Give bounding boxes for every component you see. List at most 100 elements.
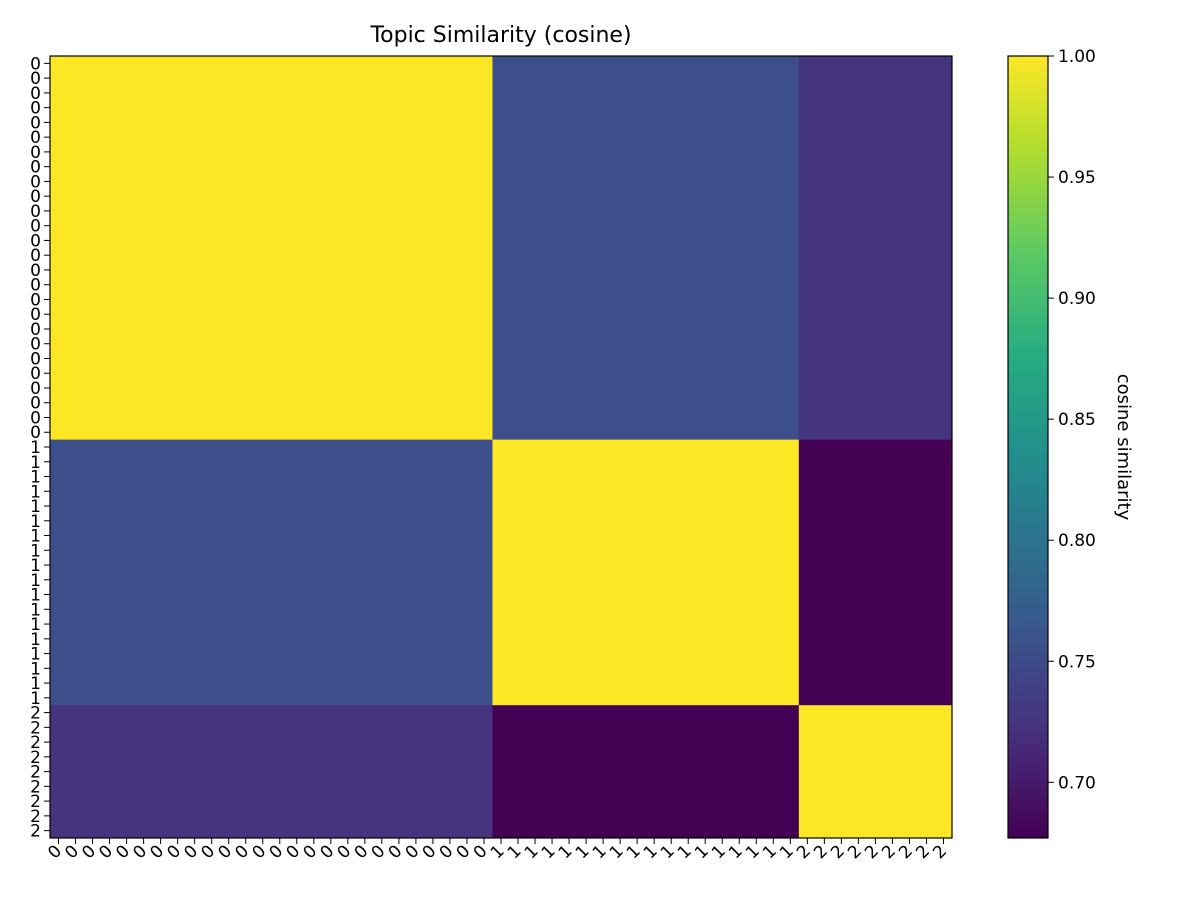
x-tick-label: 0 [44,841,66,863]
heatmap-block-2-2 [798,705,953,839]
colorbar-tick-label: 0.95 [1058,168,1096,188]
x-tick-label: 0 [197,841,219,863]
x-tick-label: 2 [810,841,832,863]
x-tick-label: 0 [61,841,83,863]
x-tick-label: 1 [521,841,543,863]
x-tick-label: 0 [317,841,339,863]
x-tick-label: 1 [606,841,628,863]
x-tick-label: 2 [844,841,866,863]
x-tick-label: 1 [640,841,662,863]
y-tick-label: 0 [30,290,41,310]
x-tick-label: 0 [231,841,253,863]
y-tick-label: 1 [30,453,41,473]
y-tick-label: 1 [30,645,41,665]
x-tick-label: 1 [742,841,764,863]
y-tick-label: 2 [30,822,41,842]
y-axis-ticks: 0000000000000000000000000011111111111111… [30,54,50,842]
heatmap-cells [50,56,953,839]
y-tick-label: 0 [30,231,41,251]
y-tick-label: 1 [30,556,41,576]
y-tick-label: 0 [30,423,41,443]
x-tick-label: 2 [912,841,934,863]
x-tick-label: 0 [300,841,322,863]
y-tick-label: 1 [30,497,41,517]
x-tick-label: 0 [129,841,151,863]
x-tick-label: 0 [334,841,356,863]
y-tick-label: 1 [30,630,41,650]
x-tick-label: 0 [180,841,202,863]
y-tick-label: 1 [30,482,41,502]
x-tick-label: 1 [725,841,747,863]
y-tick-label: 2 [30,777,41,797]
x-tick-label: 0 [436,841,458,863]
x-tick-label: 0 [95,841,117,863]
x-tick-label: 0 [385,841,407,863]
x-tick-label: 0 [402,841,424,863]
x-tick-label: 1 [487,841,509,863]
y-tick-label: 2 [30,748,41,768]
y-tick-label: 0 [30,408,41,428]
y-tick-label: 0 [30,246,41,266]
x-tick-label: 1 [538,841,560,863]
heatmap-block-2-1 [492,705,800,839]
colorbar-tick-label: 0.90 [1058,289,1096,309]
y-tick-label: 0 [30,261,41,281]
y-tick-label: 0 [30,276,41,296]
x-tick-label: 1 [589,841,611,863]
y-tick-label: 1 [30,527,41,547]
y-tick-label: 0 [30,217,41,237]
y-tick-label: 0 [30,158,41,178]
x-tick-label: 2 [793,841,815,863]
colorbar-tick-label: 0.70 [1058,773,1096,793]
y-tick-label: 1 [30,468,41,488]
y-tick-label: 0 [30,335,41,355]
x-tick-label: 1 [708,841,730,863]
x-tick-label: 2 [827,841,849,863]
y-tick-label: 0 [30,172,41,192]
y-tick-label: 0 [30,305,41,325]
y-tick-label: 2 [30,718,41,738]
colorbar-tick-label: 1.00 [1058,47,1096,67]
colorbar-tick-label: 0.75 [1058,652,1096,672]
heatmap-block-2-0 [50,705,493,839]
heatmap-block-1-0 [50,439,493,706]
x-tick-label: 0 [351,841,373,863]
heatmap-block-0-0 [50,56,493,441]
x-axis-ticks: 0000000000000000000000000011111111111111… [44,838,951,863]
y-tick-label: 1 [30,438,41,458]
y-tick-label: 1 [30,571,41,591]
x-tick-label: 0 [470,841,492,863]
x-tick-label: 1 [691,841,713,863]
y-tick-label: 0 [30,99,41,119]
y-tick-label: 2 [30,807,41,827]
y-tick-label: 1 [30,615,41,635]
x-tick-label: 1 [759,841,781,863]
x-tick-label: 2 [861,841,883,863]
y-tick-label: 0 [30,320,41,340]
y-tick-label: 0 [30,364,41,384]
x-tick-label: 0 [368,841,390,863]
x-tick-label: 0 [78,841,100,863]
x-tick-label: 2 [878,841,900,863]
y-tick-label: 1 [30,689,41,709]
colorbar [1007,55,1049,839]
y-tick-label: 1 [30,674,41,694]
y-tick-label: 1 [30,600,41,620]
colorbar-tick-label: 0.85 [1058,410,1096,430]
y-tick-label: 1 [30,659,41,679]
x-tick-label: 1 [504,841,526,863]
y-tick-label: 0 [30,202,41,222]
x-tick-label: 1 [623,841,645,863]
y-tick-label: 0 [30,128,41,148]
heatmap-block-0-2 [798,56,953,441]
chart-title: Topic Similarity (cosine) [369,23,631,48]
x-tick-label: 2 [929,841,951,863]
x-tick-label: 0 [112,841,134,863]
x-tick-label: 0 [283,841,305,863]
x-tick-label: 0 [146,841,168,863]
y-tick-label: 1 [30,586,41,606]
x-tick-label: 1 [555,841,577,863]
y-tick-label: 0 [30,379,41,399]
x-tick-label: 1 [674,841,696,863]
heatmap-block-1-2 [798,439,953,706]
